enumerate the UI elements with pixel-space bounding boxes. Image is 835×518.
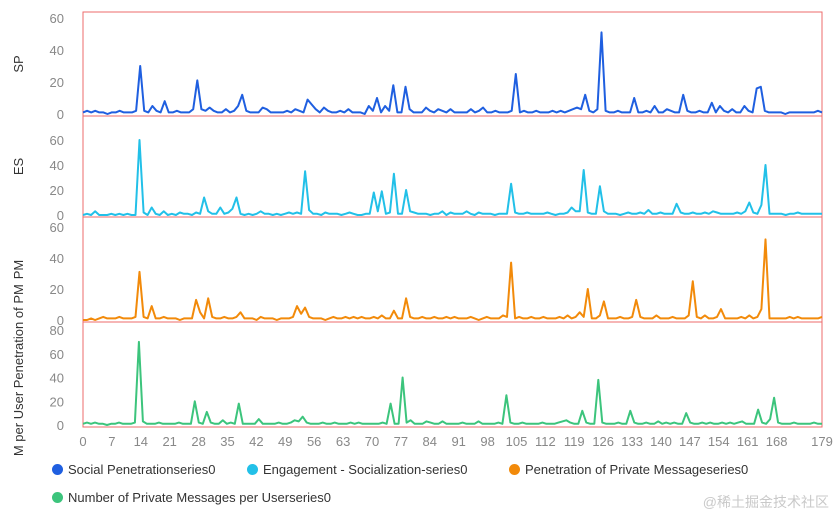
legend-item-engagement-socialization[interactable]: Engagement - Socialization-series0 — [247, 462, 468, 477]
legend-dot-icon — [52, 492, 63, 503]
legend-item-private-messages-per-user[interactable]: Number of Private Messages per Userserie… — [52, 490, 331, 505]
x-tick-label: 14 — [134, 434, 148, 449]
legend-dot-icon — [52, 464, 63, 475]
x-tick-label: 119 — [564, 434, 585, 449]
x-tick-label: 56 — [307, 434, 321, 449]
y-tick-label: 40 — [50, 158, 64, 173]
x-tick-label: 70 — [365, 434, 379, 449]
panel-frame — [82, 115, 823, 218]
x-tick-label: 105 — [506, 434, 528, 449]
x-tick-label: 77 — [394, 434, 408, 449]
x-tick-label: 28 — [191, 434, 205, 449]
y-axis-label: PM — [11, 260, 26, 280]
x-tick-label: 98 — [480, 434, 494, 449]
legend-label: Number of Private Messages per Userserie… — [68, 490, 331, 505]
panel-frame — [82, 321, 823, 428]
y-tick-label: 80 — [50, 323, 64, 338]
x-tick-label: 42 — [249, 434, 263, 449]
legend-label: Social Penetrationseries0 — [68, 462, 216, 477]
y-tick-label: 40 — [50, 43, 64, 58]
legend-label: Penetration of Private Messageseries0 — [525, 462, 749, 477]
y-tick-label: 0 — [57, 208, 64, 223]
y-tick-label: 0 — [57, 418, 64, 433]
chart-svg: 0 20 40 60 SP 0 20 40 60 ES 0 20 40 60 PM 0 20 40 60 80 PM p… — [11, 11, 833, 465]
y-tick-label: 60 — [50, 347, 64, 362]
series-line-0 — [82, 31, 823, 115]
y-tick-label: 20 — [50, 75, 64, 90]
series-line-1 — [82, 139, 822, 216]
legend-item-penetration-private-message[interactable]: Penetration of Private Messageseries0 — [509, 462, 748, 477]
legend-dot-icon — [509, 464, 520, 475]
series-line-2 — [83, 238, 823, 321]
x-tick-label: 84 — [423, 434, 437, 449]
x-tick-label: 63 — [336, 434, 350, 449]
x-tick-label: 91 — [451, 434, 465, 449]
x-tick-label: 7 — [108, 434, 115, 449]
y-tick-label: 20 — [50, 282, 64, 297]
y-tick-label: 0 — [57, 313, 64, 328]
y-tick-label: 60 — [50, 133, 64, 148]
y-tick-label: 20 — [50, 394, 64, 409]
x-tick-label: 147 — [679, 434, 701, 449]
x-tick-label: 133 — [621, 434, 643, 449]
x-tick-label: 112 — [535, 434, 556, 449]
x-tick-label: 0 — [79, 434, 86, 449]
x-tick-label: 49 — [278, 434, 292, 449]
y-axis-label: SP — [11, 55, 26, 72]
series-line-3 — [82, 340, 822, 426]
legend-dot-icon — [247, 464, 258, 475]
y-tick-label: 40 — [50, 251, 64, 266]
x-tick-label: 168 — [766, 434, 788, 449]
legend-label: Engagement - Socialization-series0 — [263, 462, 468, 477]
watermark: @稀土掘金技术社区 — [702, 494, 829, 510]
x-tick-label: 154 — [708, 434, 730, 449]
x-tick-label: 179 — [811, 434, 833, 449]
x-tick-label: 140 — [650, 434, 672, 449]
x-tick-label: 35 — [220, 434, 234, 449]
x-tick-label: 161 — [737, 434, 759, 449]
y-tick-label: 0 — [57, 107, 64, 122]
legend-item-social-penetration[interactable]: Social Penetrationseries0 — [52, 462, 215, 477]
y-tick-label: 20 — [50, 183, 64, 198]
y-tick-label: 40 — [50, 371, 64, 386]
y-axis-label: PM per User Penetration of PM — [11, 284, 26, 455]
x-tick-label: 21 — [162, 434, 176, 449]
y-tick-label: 60 — [50, 11, 64, 26]
y-tick-label: 60 — [50, 220, 64, 235]
x-tick-label: 126 — [592, 434, 614, 449]
y-axis-label: ES — [11, 158, 26, 176]
